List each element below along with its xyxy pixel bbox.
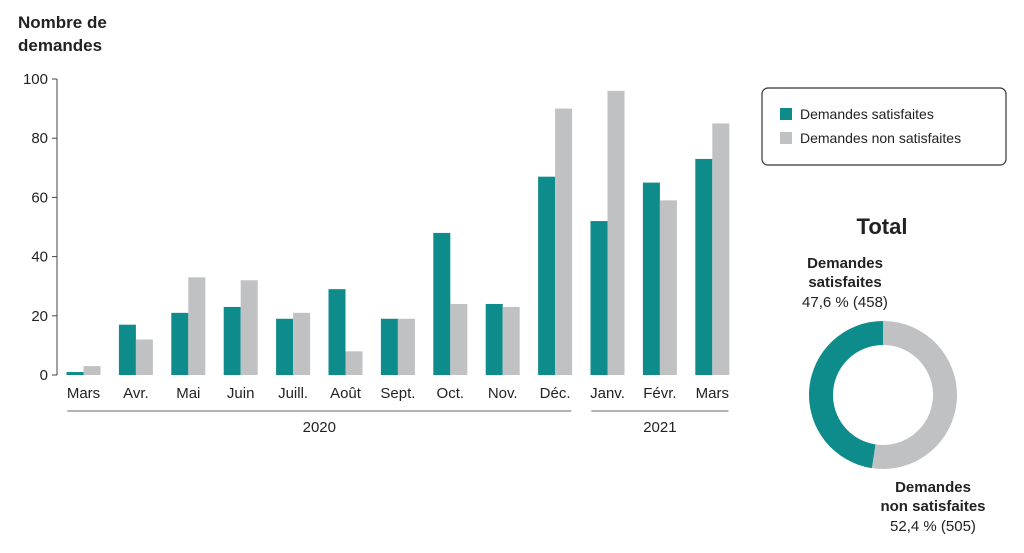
y-tick-label: 40	[31, 249, 48, 266]
bar-unsatisfied-12	[659, 200, 677, 375]
y-tick-label: 60	[31, 189, 48, 206]
legend-box	[761, 87, 1007, 166]
y-axis-title-line-1: Nombre de	[18, 13, 107, 32]
x-tick-label: Août	[330, 385, 362, 402]
bar-satisfied-1	[66, 372, 84, 375]
legend-swatch-unsatisfied	[780, 132, 792, 144]
legend-label-unsatisfied: Demandes non satisfaites	[800, 130, 961, 146]
bar-unsatisfied-5	[293, 312, 311, 375]
x-tick-label: Juin	[227, 385, 255, 402]
donut-label-satisfied-line-1: Demandes	[807, 255, 883, 272]
bar-chart: 0 20 40 60 80 100 Mars Avr. Mai Juin Juill. Août Sep…	[23, 71, 730, 436]
bar-satisfied-6	[328, 289, 346, 375]
bar-unsatisfied-2	[135, 339, 153, 375]
legend-swatch-satisfied	[780, 108, 792, 120]
y-axis-title-line-2: demandes	[18, 36, 102, 55]
donut-slice-unsatisfied	[871, 321, 958, 470]
x-tick-label: Nov.	[488, 385, 518, 402]
x-tick-label: Déc.	[540, 385, 571, 402]
year-group-label: 2021	[643, 419, 676, 436]
x-tick-label: Mars	[696, 385, 729, 402]
x-tick-label: Mai	[176, 385, 200, 402]
y-tick-label: 0	[40, 367, 48, 384]
y-tick-label: 80	[31, 130, 48, 147]
bar-unsatisfied-8	[450, 303, 468, 375]
x-tick-label: Janv.	[590, 385, 625, 402]
bar-satisfied-3	[171, 312, 189, 375]
legend-label-satisfied: Demandes satisfaites	[800, 106, 934, 122]
y-tick-label: 20	[31, 308, 48, 325]
donut-value-satisfied: 47,6 % (458)	[802, 294, 888, 311]
x-tick-label: Avr.	[123, 385, 149, 402]
x-tick-label: Oct.	[437, 385, 465, 402]
bar-satisfied-2	[118, 324, 136, 375]
bar-unsatisfied-3	[188, 277, 206, 375]
x-tick-label: Sept.	[380, 385, 415, 402]
bar-unsatisfied-6	[345, 351, 363, 375]
y-tick-label: 100	[23, 71, 48, 88]
bar-unsatisfied-9	[502, 306, 520, 375]
legend: Demandes satisfaites Demandes non satisf…	[761, 87, 1007, 166]
donut-label-unsatisfied-line-2: non satisfaites	[880, 498, 985, 515]
donut-label-unsatisfied-line-1: Demandes	[895, 479, 971, 496]
bar-unsatisfied-7	[397, 318, 415, 375]
bar-unsatisfied-1	[83, 366, 101, 375]
bar-satisfied-4	[223, 306, 241, 375]
bar-satisfied-11	[590, 221, 608, 375]
bar-satisfied-12	[642, 182, 660, 375]
bar-unsatisfied-10	[555, 108, 573, 375]
year-group-label: 2020	[303, 419, 336, 436]
bar-unsatisfied-13	[712, 123, 730, 376]
bar-satisfied-5	[276, 318, 294, 375]
x-tick-label: Févr.	[643, 385, 676, 402]
x-tick-label: Mars	[67, 385, 100, 402]
donut-title: Total	[857, 214, 908, 239]
bar-satisfied-8	[433, 232, 451, 375]
bar-unsatisfied-11	[607, 90, 625, 375]
bar-satisfied-7	[380, 318, 398, 375]
bar-unsatisfied-4	[240, 280, 258, 375]
donut-chart	[809, 321, 958, 470]
donut-value-unsatisfied: 52,4 % (505)	[890, 518, 976, 535]
bar-satisfied-9	[485, 303, 503, 375]
bar-satisfied-10	[538, 176, 556, 375]
bar-satisfied-13	[695, 158, 713, 375]
x-tick-label: Juill.	[278, 385, 308, 402]
donut-label-satisfied-line-2: satisfaites	[808, 274, 881, 291]
donut-slice-satisfied	[809, 321, 883, 469]
